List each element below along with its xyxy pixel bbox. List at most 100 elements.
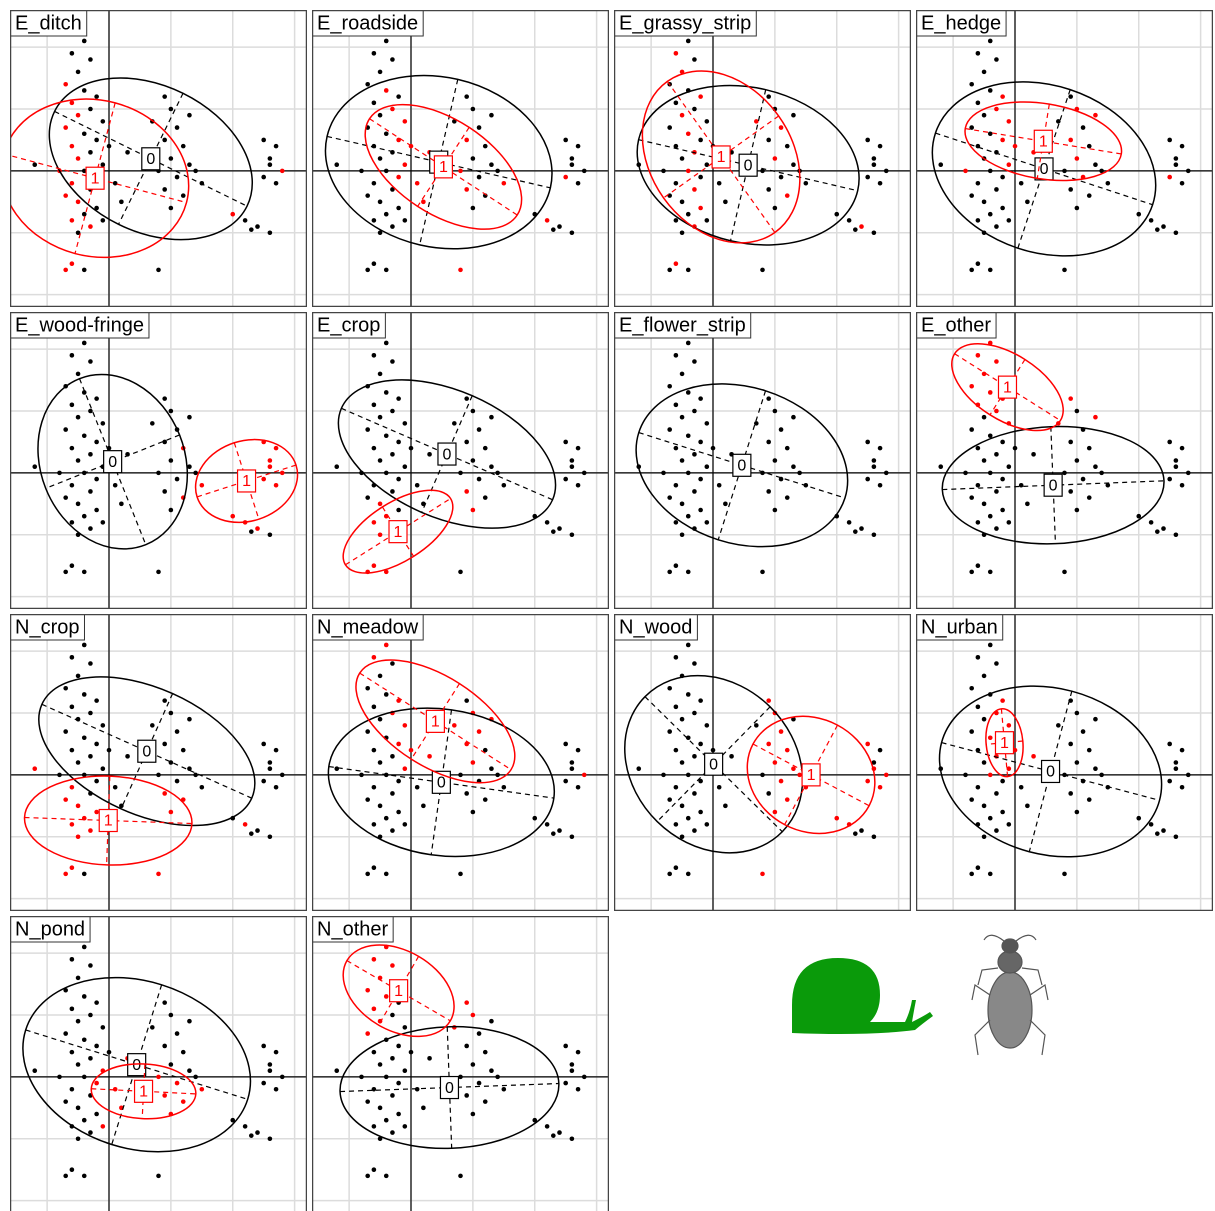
point-class-0 — [981, 199, 987, 205]
point-class-1 — [772, 156, 778, 161]
point-class-1 — [544, 218, 550, 223]
point-class-0 — [377, 414, 383, 420]
point-class-0 — [106, 747, 112, 753]
point-class-0 — [797, 470, 802, 476]
ellipse-axis — [410, 683, 461, 760]
point-class-0 — [371, 784, 377, 790]
point-class-0 — [88, 489, 93, 494]
point-class-0 — [377, 1062, 383, 1067]
point-class-0 — [174, 125, 180, 130]
panel-title: N_wood — [619, 616, 692, 638]
point-class-0 — [772, 507, 778, 513]
point-class-0 — [1185, 772, 1191, 778]
point-class-0 — [667, 729, 672, 734]
point-class-0 — [673, 353, 679, 358]
point-class-0 — [846, 218, 852, 223]
point-class-0 — [359, 772, 364, 778]
point-class-0 — [1173, 834, 1179, 840]
point-class-0 — [1062, 569, 1067, 575]
point-class-0 — [501, 784, 507, 790]
point-class-0 — [365, 871, 370, 877]
point-class-0 — [81, 38, 87, 44]
point-class-0 — [75, 501, 81, 507]
point-class-0 — [482, 1099, 488, 1104]
point-class-0 — [396, 476, 401, 482]
point-class-1 — [685, 168, 691, 174]
point-class-1 — [427, 754, 432, 759]
point-class-0 — [975, 218, 981, 223]
point-class-0 — [1099, 168, 1104, 174]
point-class-0 — [482, 797, 488, 802]
panel-background — [10, 916, 307, 1211]
panel: 0 E_flower_strip — [614, 312, 911, 609]
point-class-0 — [667, 427, 672, 432]
point-class-1 — [396, 741, 401, 747]
point-class-0 — [581, 168, 587, 174]
point-class-0 — [871, 464, 877, 469]
point-class-0 — [563, 741, 568, 747]
point-class-0 — [75, 230, 81, 236]
point-class-1 — [371, 520, 377, 525]
class-label-box — [141, 147, 161, 171]
point-class-0 — [679, 458, 685, 463]
point-class-0 — [685, 692, 691, 697]
point-class-0 — [421, 803, 426, 809]
point-class-0 — [1155, 529, 1160, 534]
point-class-0 — [698, 778, 703, 784]
point-class-0 — [501, 482, 507, 488]
point-class-0 — [377, 112, 383, 118]
point-class-0 — [69, 1049, 75, 1055]
point-class-0 — [1167, 778, 1172, 784]
point-class-0 — [75, 371, 81, 377]
point-class-0 — [661, 470, 666, 476]
point-class-0 — [75, 458, 81, 463]
point-class-1 — [396, 698, 401, 703]
point-class-0 — [575, 143, 581, 149]
point-class-0 — [32, 1068, 38, 1073]
point-class-0 — [975, 51, 981, 56]
point-class-0 — [865, 137, 870, 143]
point-class-0 — [458, 1173, 463, 1179]
panel-background — [312, 10, 609, 307]
point-class-0 — [156, 1173, 161, 1179]
point-class-0 — [88, 150, 93, 155]
point-class-0 — [377, 230, 383, 236]
point-class-0 — [698, 809, 703, 815]
point-class-0 — [1074, 809, 1080, 815]
point-class-1 — [1000, 698, 1005, 703]
point-class-1 — [69, 143, 75, 149]
point-class-1 — [377, 532, 383, 538]
point-class-0 — [636, 766, 642, 771]
panel-title: N_crop — [15, 616, 79, 638]
point-class-0 — [273, 1049, 279, 1055]
point-class-0 — [766, 396, 771, 401]
point-class-0 — [174, 174, 180, 180]
beetle-legs — [971, 934, 1049, 1056]
point-class-0 — [106, 1049, 112, 1055]
point-class-0 — [396, 1080, 401, 1086]
point-class-0 — [255, 1130, 260, 1135]
point-class-0 — [1161, 828, 1166, 833]
panel: 0 1 N_other — [312, 916, 609, 1211]
point-class-0 — [975, 747, 981, 753]
point-class-1 — [69, 865, 75, 870]
point-class-0 — [371, 100, 377, 106]
point-class-0 — [63, 1031, 68, 1036]
point-class-0 — [551, 529, 556, 534]
class-label: 0 — [737, 458, 746, 475]
point-class-0 — [679, 501, 685, 507]
point-class-0 — [476, 427, 482, 432]
point-class-0 — [88, 452, 93, 457]
point-class-0 — [458, 772, 463, 778]
point-class-0 — [981, 716, 987, 722]
point-class-0 — [551, 831, 556, 836]
point-class-0 — [75, 760, 81, 765]
point-class-0 — [261, 137, 266, 143]
point-class-0 — [673, 218, 679, 223]
point-class-0 — [75, 975, 81, 981]
point-class-0 — [162, 439, 167, 445]
point-class-1 — [230, 211, 236, 217]
point-class-0 — [575, 1086, 581, 1092]
point-class-0 — [464, 791, 469, 796]
point-class-1 — [94, 809, 99, 815]
